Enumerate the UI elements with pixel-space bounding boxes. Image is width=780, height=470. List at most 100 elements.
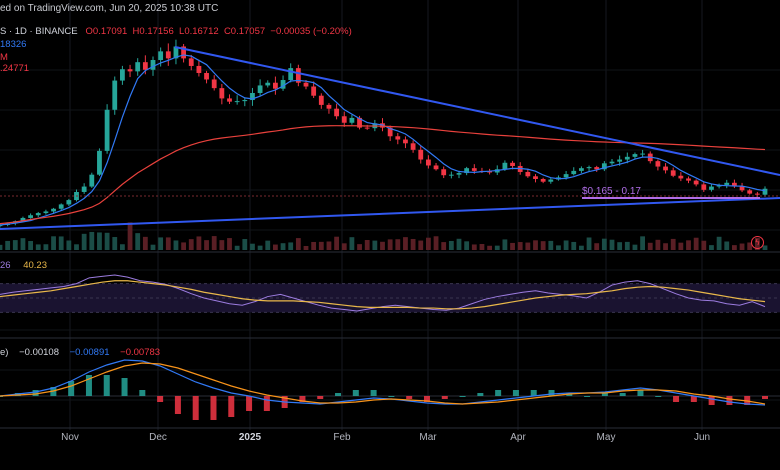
x-tick-label: Dec: [149, 432, 167, 443]
candle-body: [265, 82, 271, 86]
candle-body: [242, 100, 248, 102]
open-value: O0.17091: [85, 26, 128, 37]
rsi-pane: [0, 274, 766, 312]
candle-body: [563, 174, 569, 178]
trendlines: [0, 46, 780, 230]
volume-bar: [204, 240, 209, 250]
candle-body: [448, 174, 454, 176]
volume-bar: [295, 238, 301, 250]
macd-histogram-bar: [459, 396, 466, 397]
volume-bar: [364, 239, 370, 250]
volume-bar: [89, 231, 95, 250]
volume-bar: [227, 238, 232, 250]
macd-histogram-bar: [317, 396, 324, 399]
volume-bar: [594, 243, 600, 250]
volume-bar: [242, 239, 248, 250]
candle-body: [303, 82, 309, 87]
candle-body: [640, 153, 645, 155]
volume-bar: [12, 240, 18, 250]
volume-bar: [701, 240, 707, 250]
low-value: L0.16712: [179, 26, 219, 37]
x-tick-label: Feb: [333, 432, 351, 443]
volume-bar: [0, 244, 3, 250]
candle-body: [219, 88, 225, 99]
candle-body: [326, 104, 332, 109]
macd-histogram-bar: [68, 381, 75, 396]
volume-bar: [188, 239, 194, 250]
macd-histogram-bar: [32, 390, 39, 396]
candle-body: [747, 190, 753, 194]
macd-histogram-bar: [210, 396, 217, 420]
volume-bar: [158, 237, 164, 250]
candle-body: [211, 79, 217, 89]
macd-histogram-bar: [335, 393, 342, 396]
macd-histogram-bar: [477, 393, 484, 396]
candle-body: [525, 171, 531, 177]
candle-body: [142, 62, 148, 70]
candle-body: [594, 167, 600, 170]
candle-body: [0, 224, 3, 227]
candle-body: [686, 178, 691, 181]
close-value: C0.17057: [223, 26, 266, 37]
volume-bar: [311, 241, 317, 250]
volume-bar: [601, 238, 607, 250]
volume-bar: [280, 243, 286, 250]
macd-histogram-bar: [103, 375, 110, 396]
candle-body: [334, 108, 339, 117]
volume-bar: [250, 243, 255, 250]
macd-histogram-bar: [512, 390, 519, 396]
volume-bar: [410, 238, 416, 250]
candle-body: [617, 159, 623, 162]
candle-body: [426, 159, 431, 166]
volume-bar: [471, 244, 477, 250]
candle-body: [548, 179, 554, 182]
volume-bar: [403, 237, 408, 250]
volume-bar: [51, 236, 56, 250]
volume-bar: [380, 241, 385, 250]
volume-bar: [5, 240, 11, 250]
candle-body: [387, 127, 393, 137]
volume-bar: [387, 239, 393, 250]
macd-hist-value: −0.00108: [19, 347, 59, 358]
volume-bar: [142, 236, 148, 250]
candle-body: [181, 46, 186, 59]
volume-bar: [28, 241, 33, 250]
volume-bar: [617, 242, 623, 250]
volume-bar: [395, 239, 401, 250]
candle-body: [288, 68, 294, 81]
bolt-icon[interactable]: ϟ: [751, 236, 764, 249]
rsi-band: [0, 283, 780, 313]
change-value: −0.00035 (−0.20%): [270, 26, 352, 37]
volume-bar: [433, 236, 439, 250]
candle-body: [127, 69, 133, 72]
volume-bar: [762, 245, 768, 250]
candle-body: [196, 65, 202, 73]
macd-line-value: −0.00891: [69, 347, 110, 358]
candle-body: [341, 116, 347, 123]
volume-bar: [487, 245, 492, 250]
macd-histogram-bar: [690, 396, 697, 402]
candle-body: [403, 139, 408, 144]
candle-body: [762, 188, 768, 195]
candle-body: [724, 182, 730, 185]
candle-body: [456, 173, 462, 175]
candle-body: [571, 170, 577, 175]
macd-histogram-bar: [263, 396, 270, 411]
x-tick-label: Nov: [61, 432, 79, 443]
volume-bar: [456, 238, 462, 250]
volume-bar: [173, 240, 179, 250]
candle-body: [204, 72, 209, 80]
macd-histogram-bar: [388, 396, 395, 397]
volume-bar: [678, 242, 684, 250]
volume-bar: [563, 240, 569, 250]
volume-bar: [219, 240, 225, 250]
volume-bar: [724, 241, 730, 250]
support-zone-label: $0.165 - 0.17: [582, 186, 641, 197]
macd-signal-line: [0, 362, 766, 405]
candle-body: [295, 68, 301, 83]
volume-bar: [579, 245, 584, 250]
macd-histogram-bar: [192, 396, 199, 420]
candle-body: [173, 46, 179, 59]
candle-body: [624, 156, 630, 160]
